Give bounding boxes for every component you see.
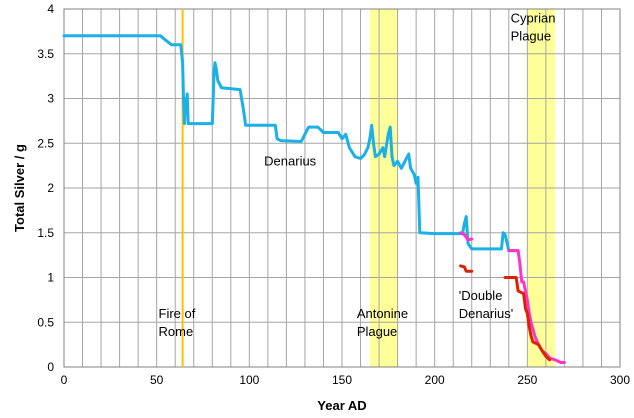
- y-tick-label: 0.5: [37, 315, 54, 329]
- x-tick-label: 250: [517, 373, 537, 387]
- y-axis-title: Total Silver / g: [12, 144, 27, 232]
- annotation-line: Fire of: [159, 306, 196, 321]
- annotation-line: Denarius': [459, 306, 514, 321]
- annotation-3: 'Double Denarius': [459, 288, 514, 321]
- annotation-2: Antonine Plague: [357, 306, 408, 339]
- tick-labels: 0 50 100 150 200 250 300 0 0.5 1 1.5 2 2.5 3 3.5 4: [37, 2, 630, 387]
- x-tick-label: 150: [332, 373, 352, 387]
- x-tick-label: 0: [61, 373, 68, 387]
- x-axis-title: Year AD: [317, 398, 366, 413]
- series-double_denarius_magenta-2: [507, 249, 566, 364]
- annotation-line: Denarius: [264, 154, 317, 169]
- annotation-4: Cyprian Plague: [511, 10, 556, 43]
- annotation-line: Antonine: [357, 306, 408, 321]
- annotation-line: Plague: [511, 28, 551, 43]
- annotation-line: Plague: [357, 324, 397, 339]
- y-tick-label: 0: [47, 360, 54, 374]
- series-double_denarius_red-3: [459, 264, 474, 273]
- annotation-0: Denarius: [264, 154, 317, 169]
- y-tick-label: 4: [47, 2, 54, 16]
- y-tick-label: 3.5: [37, 47, 54, 61]
- y-tick-label: 2: [47, 181, 54, 195]
- y-tick-label: 1: [47, 271, 54, 285]
- data-series: [62, 34, 566, 364]
- annotation-line: Rome: [159, 324, 194, 339]
- series-double_denarius_red-4: [503, 276, 552, 362]
- gridlines: [63, 8, 621, 368]
- x-tick-label: 300: [610, 373, 630, 387]
- x-tick-label: 100: [239, 373, 259, 387]
- x-tick-label: 200: [425, 373, 445, 387]
- series-double_denarius_magenta-1: [459, 231, 474, 242]
- y-tick-label: 2.5: [37, 136, 54, 150]
- series-denarius-0: [62, 34, 520, 253]
- x-tick-label: 50: [150, 373, 164, 387]
- y-tick-label: 1.5: [37, 226, 54, 240]
- annotation-line: Cyprian: [511, 10, 556, 25]
- y-tick-label: 3: [47, 92, 54, 106]
- annotations: Denarius Fire of Rome Antonine Plague 'Double…: [159, 10, 556, 338]
- annotation-1: Fire of Rome: [159, 306, 196, 339]
- annotation-line: 'Double: [459, 288, 503, 303]
- plot-border: [63, 8, 621, 368]
